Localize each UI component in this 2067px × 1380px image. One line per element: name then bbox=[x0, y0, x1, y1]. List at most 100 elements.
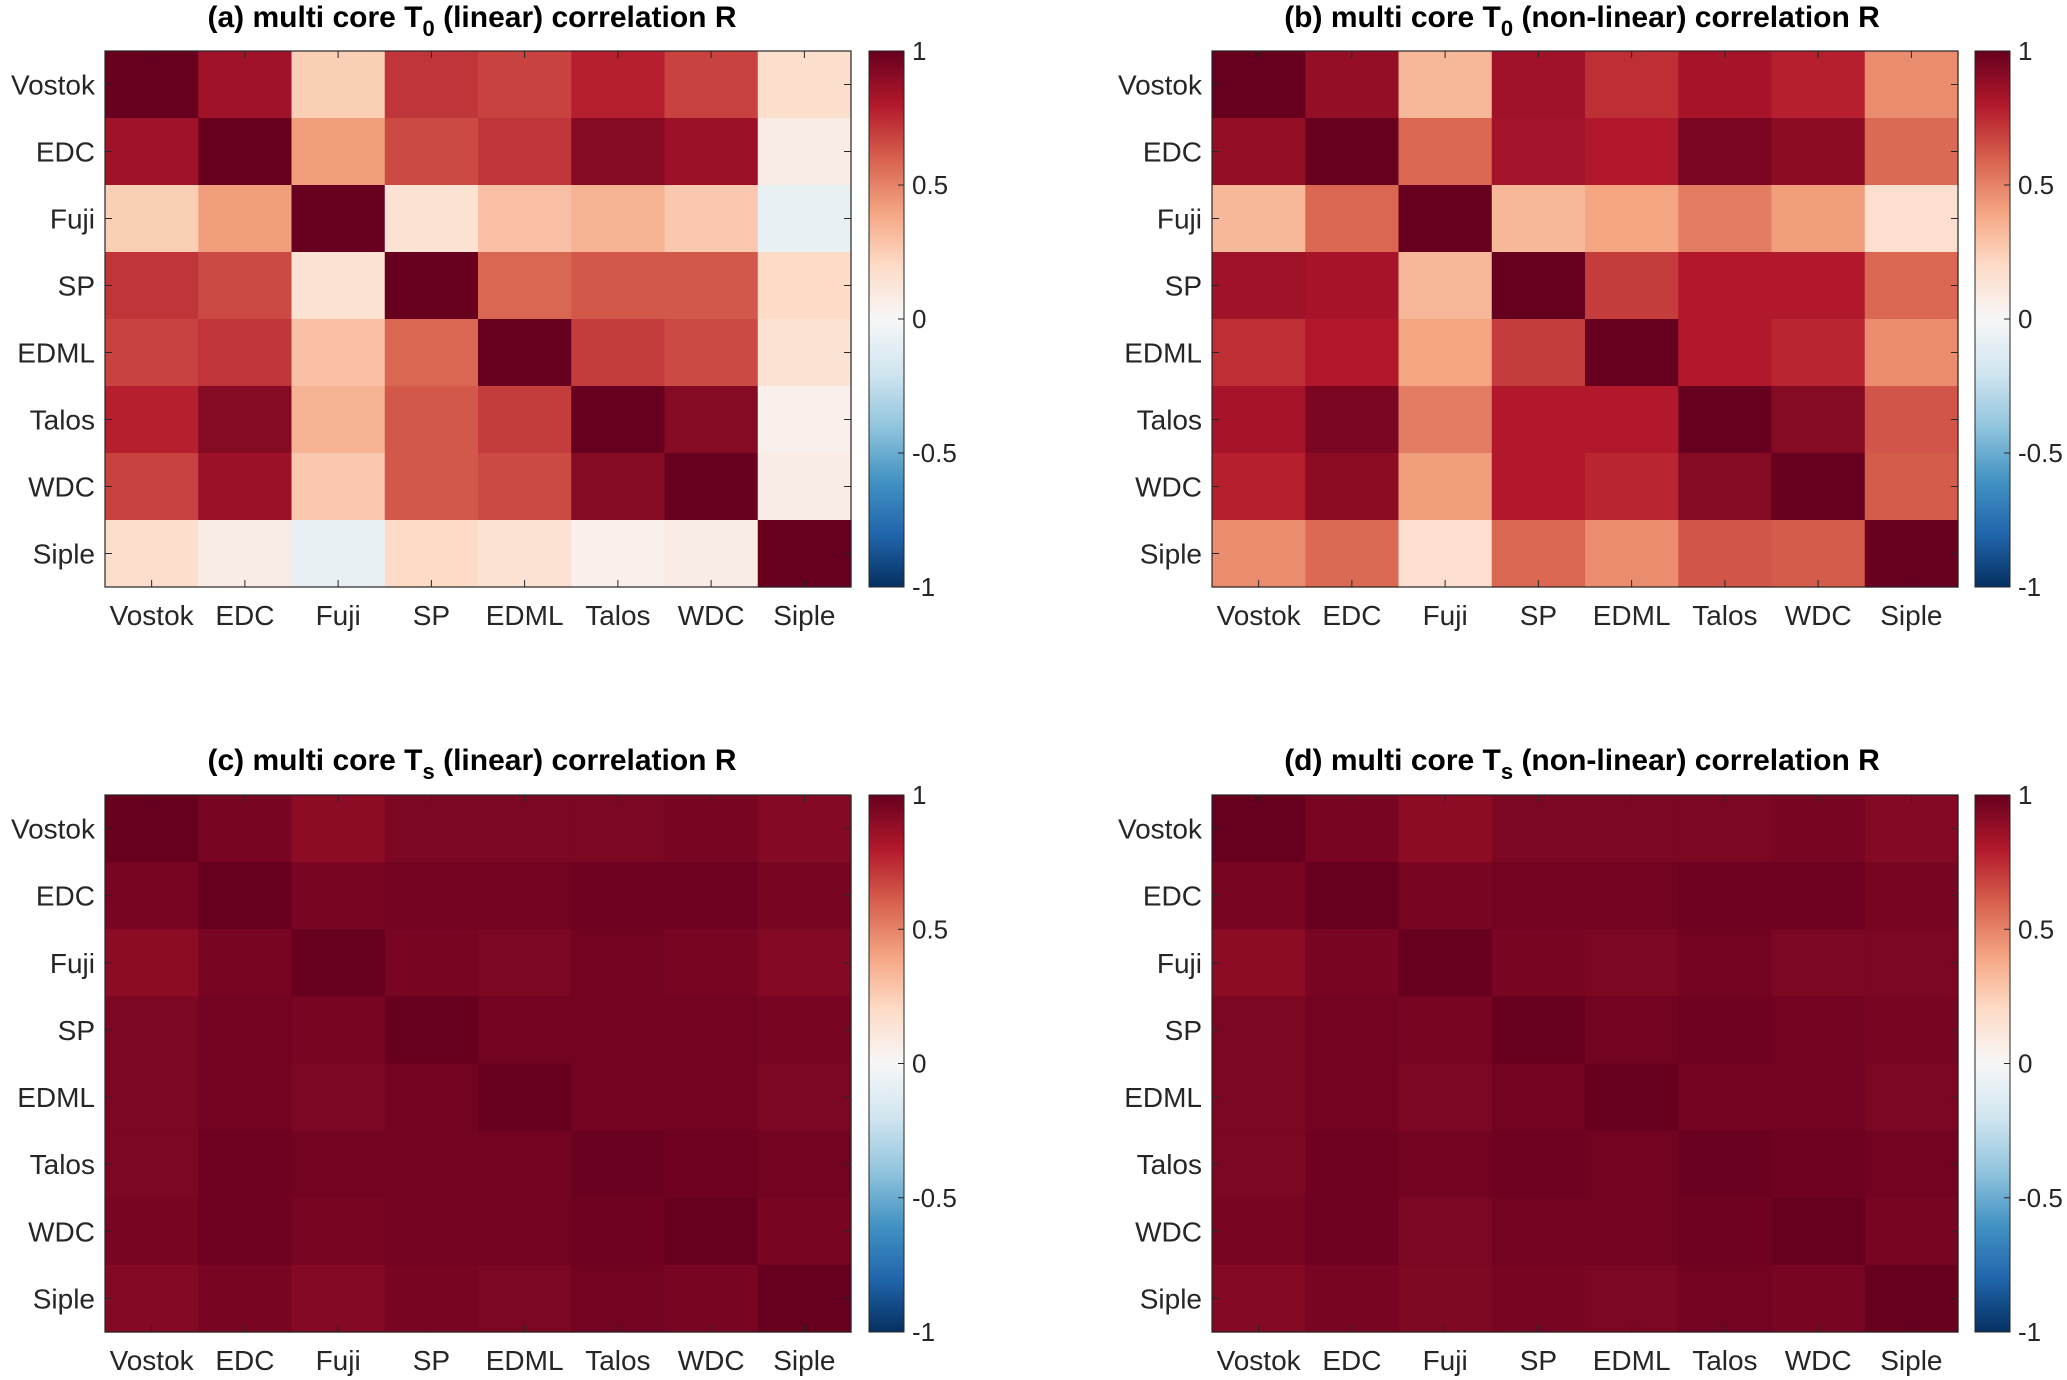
heatmap-cell bbox=[384, 319, 479, 387]
heatmap-cell bbox=[478, 520, 572, 588]
heatmap-cell bbox=[1678, 386, 1773, 454]
heatmap-cell bbox=[1491, 51, 1586, 119]
y-tick-label: WDC bbox=[28, 1216, 95, 1247]
heatmap-cell bbox=[1212, 929, 1306, 997]
x-tick-label: WDC bbox=[1785, 600, 1852, 631]
axes-frame bbox=[104, 794, 852, 1333]
heatmap-cell bbox=[291, 386, 386, 454]
x-tick-label: Vostok bbox=[1217, 1345, 1302, 1376]
heatmap-cell bbox=[384, 795, 479, 863]
heatmap-cell bbox=[664, 453, 759, 521]
heatmap-cell bbox=[1864, 453, 1959, 521]
heatmap-cell bbox=[571, 996, 666, 1065]
x-tick-label: Siple bbox=[773, 600, 835, 631]
y-tick-label: Talos bbox=[1137, 1149, 1202, 1180]
heatmap-cell bbox=[1305, 386, 1400, 454]
heatmap-cell bbox=[664, 1264, 759, 1333]
y-tick-label: Siple bbox=[33, 539, 95, 570]
title-prefix: (c) multi core T bbox=[207, 744, 422, 777]
heatmap-cell bbox=[291, 996, 386, 1065]
heatmap-cell bbox=[1678, 185, 1773, 253]
x-tick-label: SP bbox=[413, 1345, 450, 1376]
heatmap-cell bbox=[1585, 185, 1679, 253]
heatmap-cell bbox=[571, 118, 666, 186]
heatmap-cell bbox=[198, 319, 293, 387]
heatmap-cell bbox=[1212, 252, 1306, 320]
y-tick-label: Vostok bbox=[11, 814, 96, 845]
heatmap-cell bbox=[1491, 862, 1586, 930]
heatmap-cell bbox=[384, 453, 479, 521]
heatmap-cell bbox=[478, 386, 572, 454]
heatmap-cell bbox=[1678, 795, 1773, 863]
heatmap-cell bbox=[1305, 996, 1400, 1065]
heatmap-cell bbox=[1398, 1063, 1493, 1132]
colorbar-tick-label: -1 bbox=[2018, 572, 2041, 602]
heatmap-cell bbox=[1771, 795, 1866, 863]
heatmap-cell bbox=[478, 453, 572, 521]
heatmap-cell bbox=[571, 1063, 666, 1132]
y-tick-label: Fuji bbox=[1157, 948, 1202, 979]
heatmap-cell bbox=[1585, 1197, 1679, 1266]
x-tick-label: WDC bbox=[678, 600, 745, 631]
heatmap-cell bbox=[478, 118, 572, 186]
heatmap-cell bbox=[1212, 185, 1306, 253]
heatmap-cell bbox=[1212, 118, 1306, 186]
heatmap-cell bbox=[1585, 453, 1679, 521]
heatmap-cell bbox=[757, 1264, 852, 1333]
heatmap-cell bbox=[105, 185, 199, 253]
y-tick-label: SP bbox=[1165, 1015, 1202, 1046]
colorbar-tick-label: 0 bbox=[2018, 1049, 2032, 1079]
heatmap-cell bbox=[1585, 862, 1679, 930]
heatmap-cell bbox=[1305, 929, 1400, 997]
heatmap-cell bbox=[757, 1063, 852, 1132]
y-tick-label: Talos bbox=[30, 405, 95, 436]
x-tick-label: Vostok bbox=[110, 1345, 195, 1376]
heatmap-cell bbox=[1398, 319, 1493, 387]
y-tick-label: Vostok bbox=[1118, 814, 1203, 845]
heatmap-cell bbox=[1398, 520, 1493, 588]
heatmap-cell bbox=[1305, 453, 1400, 521]
heatmap-cell bbox=[571, 319, 666, 387]
heatmap-cell bbox=[1305, 51, 1400, 119]
heatmap-cell bbox=[291, 1264, 386, 1333]
heatmap-cell bbox=[384, 118, 479, 186]
heatmap-cell bbox=[1305, 252, 1400, 320]
title-suffix: (non-linear) correlation R bbox=[1513, 1, 1880, 34]
heatmap-cell bbox=[1678, 118, 1773, 186]
colorbar-tick-label: 1 bbox=[912, 36, 926, 66]
heatmap-cell bbox=[1491, 453, 1586, 521]
heatmap-cell bbox=[198, 453, 293, 521]
colorbar-tick-label: -1 bbox=[2018, 1317, 2041, 1347]
heatmap-cell bbox=[1398, 386, 1493, 454]
y-tick-label: EDML bbox=[1124, 1082, 1202, 1113]
heatmap-cell bbox=[1491, 1130, 1586, 1199]
heatmap-cell bbox=[291, 795, 386, 863]
heatmap-cell bbox=[1864, 1264, 1959, 1333]
heatmap-cell bbox=[757, 862, 852, 930]
axes-frame bbox=[1211, 794, 1959, 1333]
x-tick-label: EDML bbox=[486, 1345, 564, 1376]
heatmap-cell bbox=[1771, 862, 1866, 930]
heatmap-cell bbox=[757, 319, 852, 387]
heatmap-cell bbox=[1678, 51, 1773, 119]
heatmap-cell bbox=[1305, 118, 1400, 186]
heatmap-cell bbox=[291, 319, 386, 387]
y-tick-label: WDC bbox=[28, 472, 95, 503]
heatmap-cell bbox=[291, 1130, 386, 1199]
chart-title: (b) multi core T0 (non-linear) correlati… bbox=[1284, 1, 1880, 41]
heatmap-cell bbox=[1491, 1197, 1586, 1266]
heatmap-cell bbox=[664, 252, 759, 320]
heatmap-cell bbox=[291, 862, 386, 930]
colorbar-tick-label: 0 bbox=[2018, 304, 2032, 334]
chart-title: (c) multi core Ts (linear) correlation R bbox=[207, 744, 736, 784]
heatmap-cell bbox=[571, 520, 666, 588]
y-tick-label: Siple bbox=[1140, 539, 1202, 570]
y-tick-label: Siple bbox=[33, 1283, 95, 1314]
heatmap-cell bbox=[1678, 1130, 1773, 1199]
panel-d: (d) multi core Ts (non-linear) correlati… bbox=[1118, 744, 2063, 1376]
heatmap-cell bbox=[291, 520, 386, 588]
heatmap-cell bbox=[1771, 1063, 1866, 1132]
heatmap-cell bbox=[478, 252, 572, 320]
heatmap-cell bbox=[198, 862, 293, 930]
